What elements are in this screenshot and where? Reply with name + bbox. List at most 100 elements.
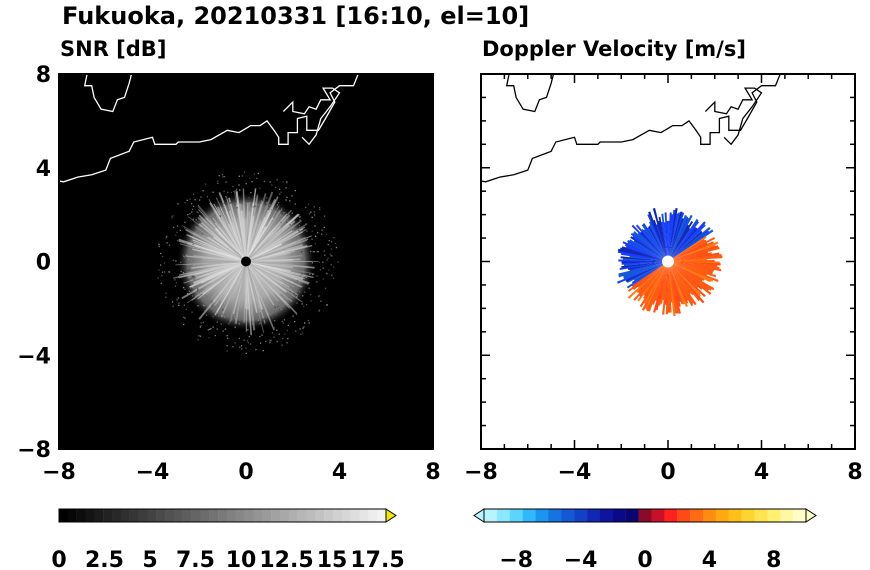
snr-noise-speck [286, 182, 288, 184]
doppler-colorbar-swatch [780, 509, 794, 522]
figure-title: Fukuoka, 20210331 [16:10, el=10] [62, 2, 529, 30]
doppler-colorbar-swatch [535, 509, 549, 522]
snr-echo-ray [245, 209, 270, 262]
doppler-echo-wedge [668, 261, 701, 297]
snr-noise-speck [321, 229, 323, 231]
snr-noise-speck [279, 188, 281, 190]
snr-noise-speck [213, 311, 215, 313]
doppler-echo-wedge [621, 261, 668, 264]
snr-colorbar-swatch [262, 509, 272, 522]
doppler-colorbar-swatch [484, 509, 498, 522]
doppler-colorbar-label: 4 [702, 548, 717, 570]
snr-noise-speck [223, 207, 225, 210]
snr-echo-ray [245, 232, 276, 262]
doppler-echo-wedge [619, 261, 668, 270]
snr-noise-speck [196, 290, 199, 292]
snr-noise-speck [191, 311, 193, 313]
snr-noise-speck [293, 292, 295, 295]
snr-noise-speck [171, 217, 173, 219]
snr-noise-speck [292, 315, 294, 317]
doppler-echo-wedge [638, 261, 668, 294]
doppler-echo-wedge [627, 261, 668, 270]
snr-noise-speck [233, 314, 235, 316]
doppler-echo-wedge [661, 221, 668, 262]
snr-noise-speck [245, 183, 247, 185]
snr-noise-speck [182, 254, 184, 256]
doppler-colorbar-swatch [651, 509, 665, 522]
snr-noise-speck [188, 269, 190, 271]
snr-colorbar-swatch [279, 509, 289, 522]
doppler-echo-wedge [647, 214, 668, 262]
snr-noise-speck [233, 190, 235, 192]
snr-noise-speck [276, 204, 279, 206]
snr-noise-speck [204, 183, 207, 185]
snr-noise-speck [305, 206, 307, 209]
snr-x-tick-label: 8 [425, 460, 440, 485]
snr-noise-speck [280, 191, 282, 193]
doppler-colorbar-swatch [638, 509, 652, 522]
doppler-echo-wedge [668, 261, 712, 291]
snr-colorbar-swatch [218, 509, 228, 522]
doppler-echo-wedge [668, 261, 689, 301]
snr-panel-title: SNR [dB] [60, 37, 166, 61]
doppler-echo-wedge [623, 261, 668, 278]
snr-colorbar-swatch [85, 509, 95, 522]
snr-noise-speck [168, 244, 171, 246]
doppler-echo-wedge [668, 261, 676, 317]
snr-noise-speck [224, 328, 227, 330]
doppler-echo-wedge [644, 261, 668, 310]
snr-noise-speck [251, 181, 253, 183]
snr-noise-speck [231, 319, 233, 321]
snr-noise-speck [229, 202, 231, 204]
snr-noise-speck [222, 330, 224, 332]
snr-colorbar: 0 2.5 5 7.5 10 12.5 15 17.5 [51, 508, 405, 570]
snr-noise-speck [223, 316, 225, 318]
snr-noise-speck [208, 337, 210, 339]
snr-noise-speck [279, 308, 281, 310]
snr-colorbar-swatch [341, 509, 351, 522]
snr-noise-speck [189, 287, 191, 289]
snr-noise-speck [330, 248, 333, 250]
doppler-colorbar-extend-min [473, 508, 485, 523]
snr-noise-speck [300, 333, 302, 335]
snr-y-tick-label: −8 [17, 438, 51, 463]
snr-noise-speck [318, 261, 321, 263]
snr-noise-speck [185, 308, 187, 311]
doppler-colorbar-frame [483, 508, 807, 523]
snr-echo-ray [245, 202, 255, 262]
doppler-echo-wedge [668, 261, 710, 291]
snr-noise-speck [294, 203, 296, 205]
snr-noise-speck [259, 323, 261, 325]
doppler-echo-wedge [668, 261, 694, 304]
snr-noise-speck [266, 212, 268, 214]
snr-noise-speck [263, 180, 266, 183]
doppler-colorbar-swatch [754, 509, 768, 522]
snr-echo-ray [245, 260, 297, 314]
snr-noise-speck [294, 321, 296, 323]
snr-noise-speck [289, 224, 291, 226]
doppler-colorbar-label: 0 [637, 548, 652, 570]
snr-noise-speck [221, 173, 224, 176]
snr-noise-speck [199, 335, 202, 337]
snr-noise-speck [299, 275, 302, 277]
snr-noise-speck [266, 202, 268, 204]
snr-noise-speck [228, 323, 230, 325]
doppler-colorbar-swatch [767, 509, 781, 522]
doppler-echo-wedge [668, 261, 703, 282]
doppler-echo-wedge [658, 216, 668, 262]
snr-noise-speck [302, 295, 304, 297]
snr-noise-speck [241, 175, 244, 177]
snr-noise-speck [311, 262, 313, 264]
snr-echo-ray [225, 261, 247, 308]
snr-noise-speck [189, 198, 191, 200]
snr-colorbar-swatch [332, 509, 343, 522]
snr-noise-speck [219, 215, 221, 217]
snr-noise-speck [300, 254, 302, 256]
doppler-echo-wedge [648, 221, 668, 262]
snr-noise-speck [263, 319, 265, 321]
doppler-echo-wedge [668, 261, 684, 305]
doppler-echo-wedge [652, 208, 668, 262]
snr-echo-ray [185, 255, 247, 263]
snr-noise-speck [253, 173, 256, 175]
doppler-colorbar-swatch [728, 509, 742, 522]
